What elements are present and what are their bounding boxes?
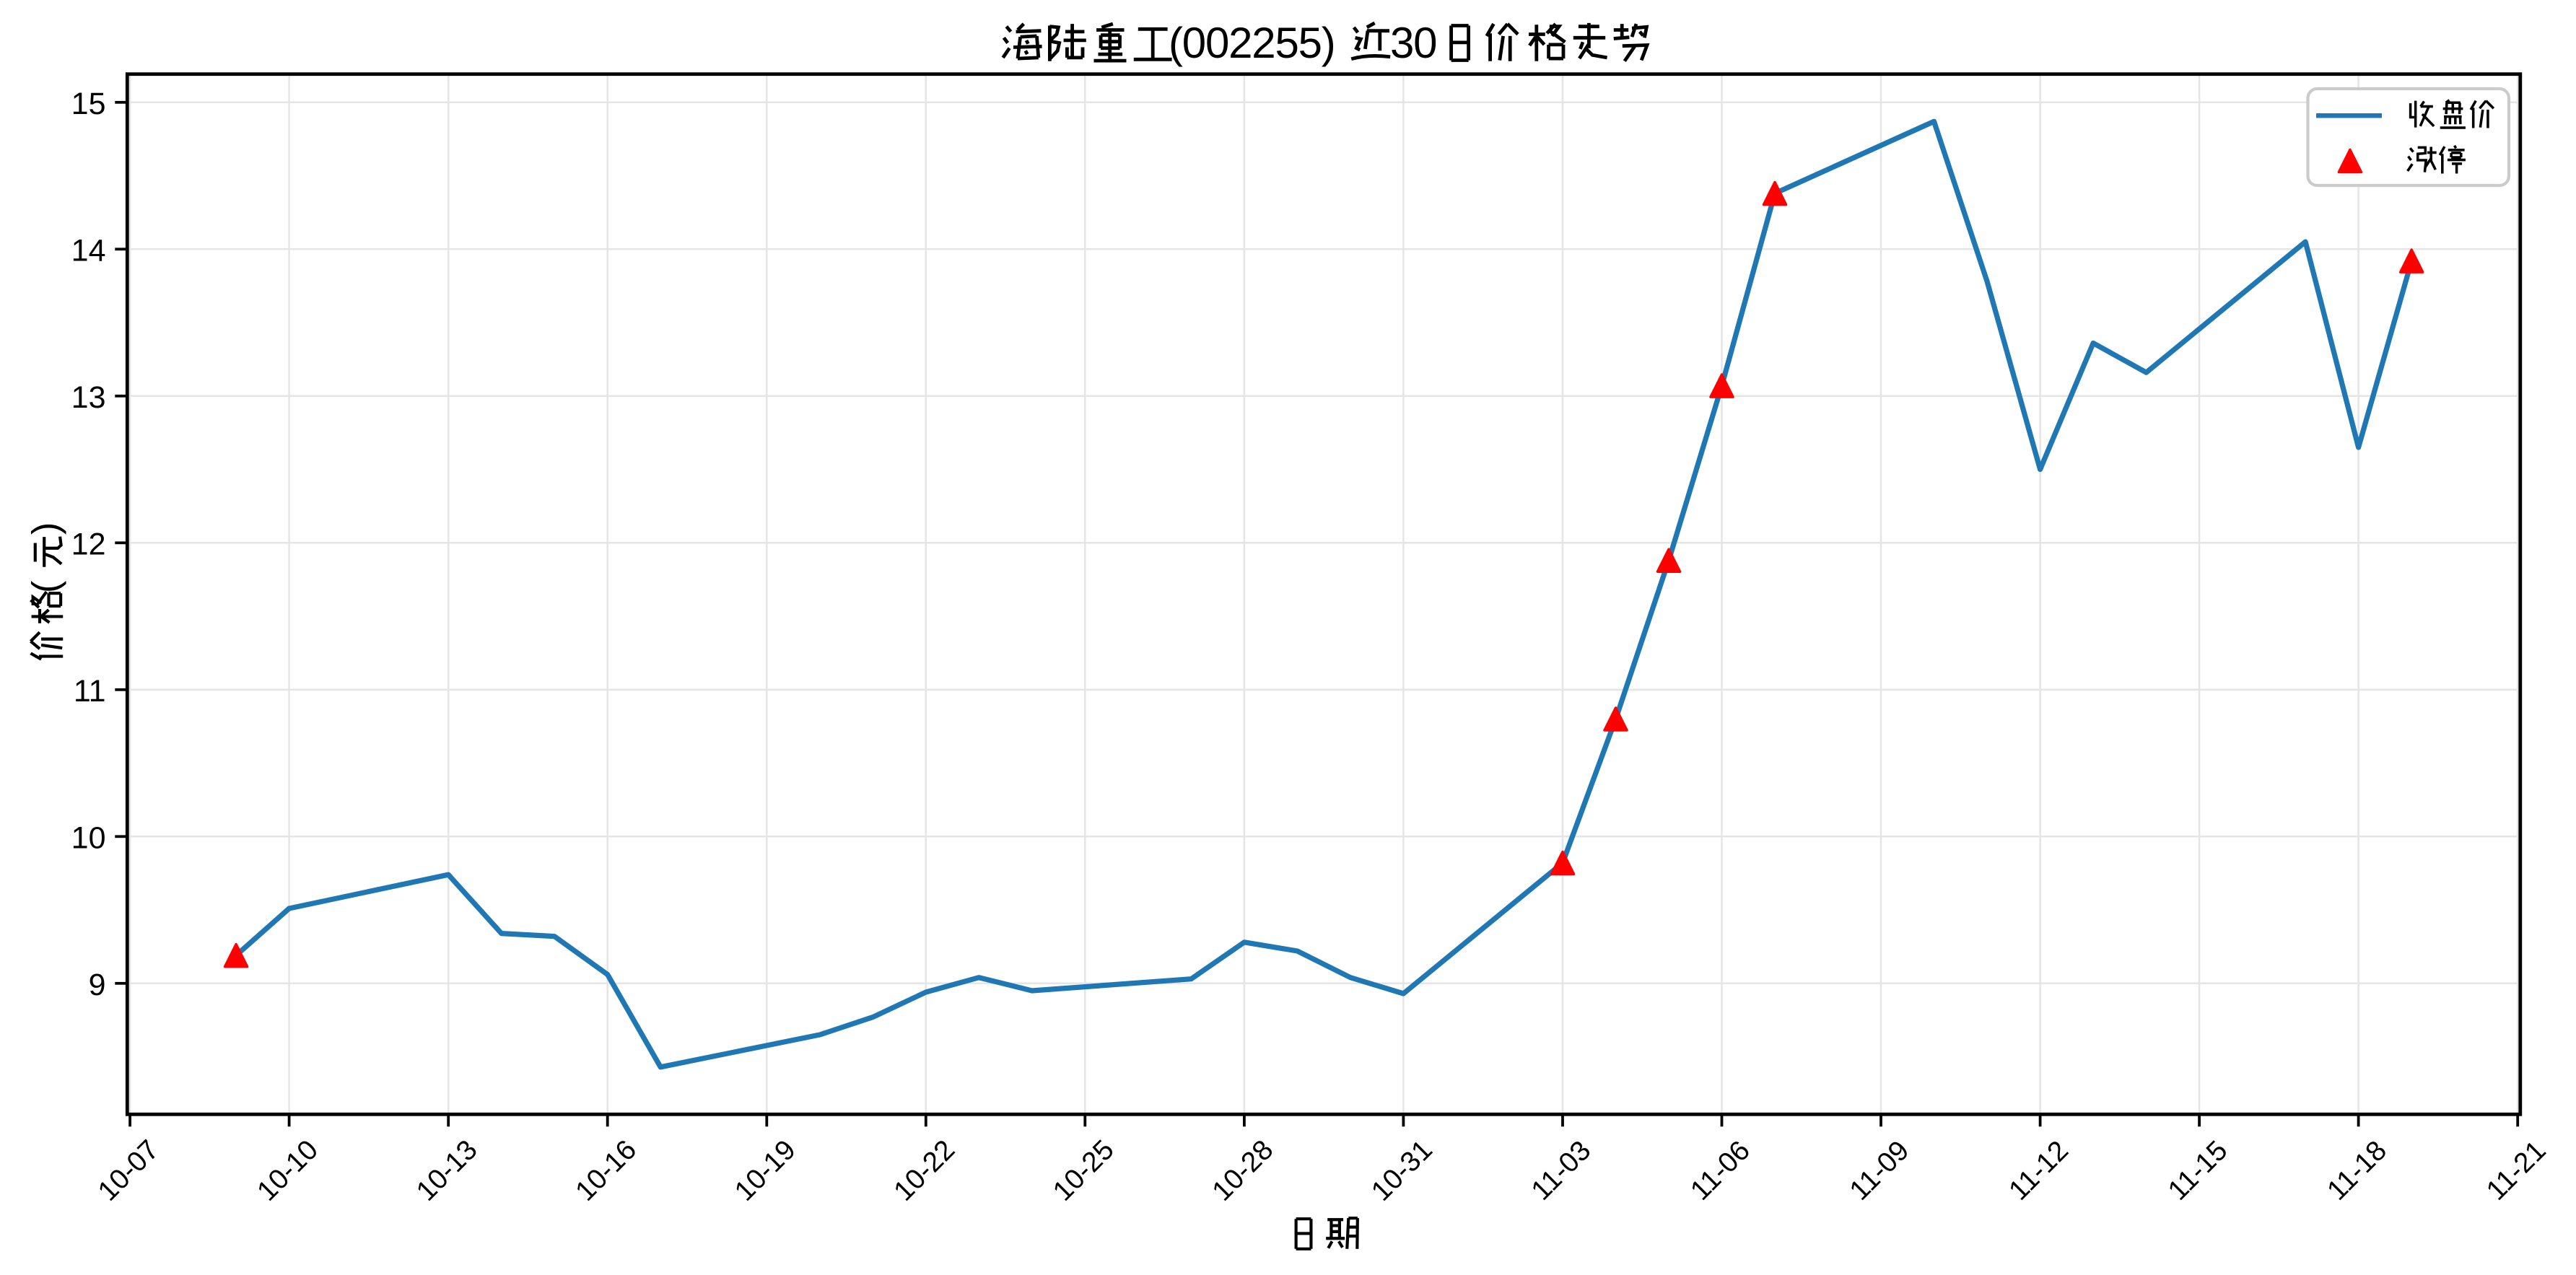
svg-text:14: 14 [71,233,106,268]
svg-text:12: 12 [71,527,106,561]
svg-text:9: 9 [89,968,106,1002]
svg-text:10: 10 [71,820,106,855]
svg-text:15: 15 [71,87,106,121]
svg-text:): ) [25,522,66,535]
svg-text:(002255): (002255) [1169,19,1335,67]
svg-text:13: 13 [71,380,106,415]
svg-text:11: 11 [74,674,106,709]
svg-text:(: ( [25,580,66,593]
svg-text:30: 30 [1390,19,1436,67]
